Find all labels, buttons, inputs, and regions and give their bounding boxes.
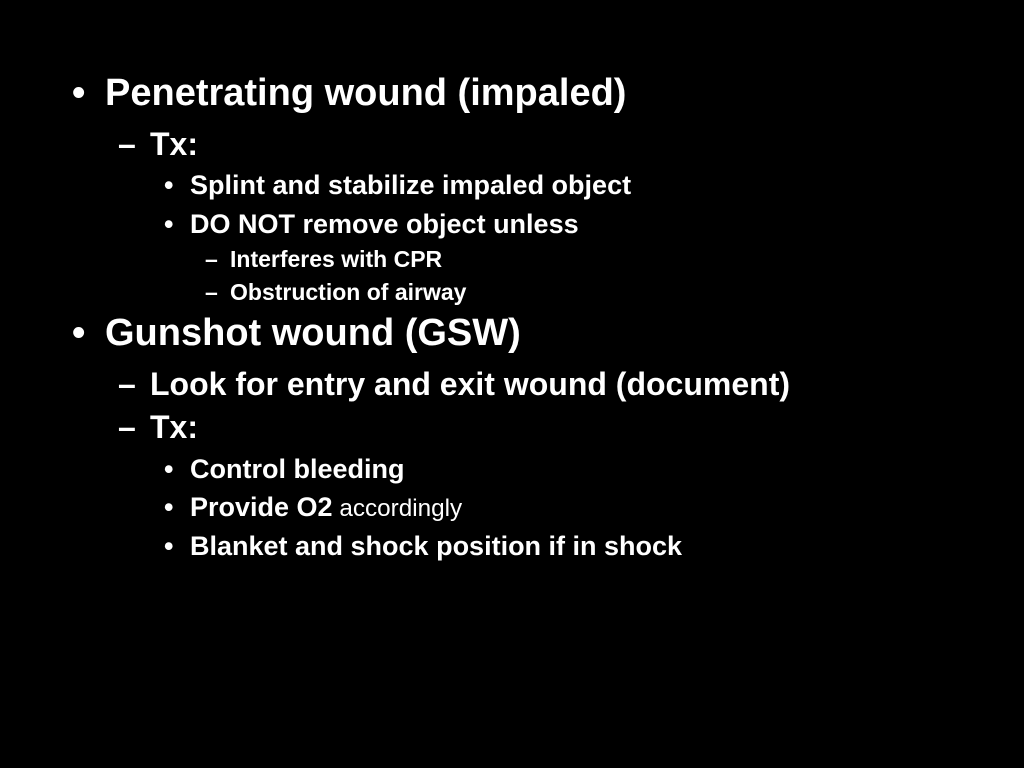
bullet-text: Tx: (150, 409, 198, 445)
bullet-splint-stabilize: Splint and stabilize impaled object (60, 167, 964, 203)
bullet-do-not-remove: DO NOT remove object unless (60, 206, 964, 242)
bullet-text: Look for entry and exit wound (document) (150, 366, 790, 402)
bullet-text: DO NOT remove object unless (190, 209, 579, 239)
bullet-text-prefix: Provide O2 (190, 492, 333, 522)
bullet-entry-exit: Look for entry and exit wound (document) (60, 364, 964, 406)
bullet-interferes-cpr: Interferes with CPR (60, 244, 964, 275)
bullet-text: Obstruction of airway (230, 279, 466, 305)
bullet-text: Blanket and shock position if in shock (190, 531, 682, 561)
bullet-provide-o2: Provide O2 accordingly (60, 489, 964, 526)
bullet-control-bleeding: Control bleeding (60, 451, 964, 487)
bullet-tx-1: Tx: (60, 124, 964, 166)
bullet-text-suffix: accordingly (333, 495, 463, 522)
bullet-penetrating-wound: Penetrating wound (impaled) (60, 70, 964, 118)
bullet-obstruction-airway: Obstruction of airway (60, 277, 964, 308)
bullet-text: Interferes with CPR (230, 246, 442, 272)
bullet-text: Gunshot wound (GSW) (105, 312, 521, 354)
outline-list: Penetrating wound (impaled) Tx: Splint a… (60, 70, 964, 564)
bullet-text: Control bleeding (190, 454, 404, 484)
bullet-text: Penetrating wound (impaled) (105, 72, 626, 114)
bullet-gunshot-wound: Gunshot wound (GSW) (60, 310, 964, 358)
bullet-text: Splint and stabilize impaled object (190, 170, 631, 200)
bullet-tx-2: Tx: (60, 407, 964, 449)
bullet-blanket-shock: Blanket and shock position if in shock (60, 528, 964, 564)
bullet-text: Tx: (150, 126, 198, 162)
slide-content: Penetrating wound (impaled) Tx: Splint a… (0, 0, 1024, 768)
